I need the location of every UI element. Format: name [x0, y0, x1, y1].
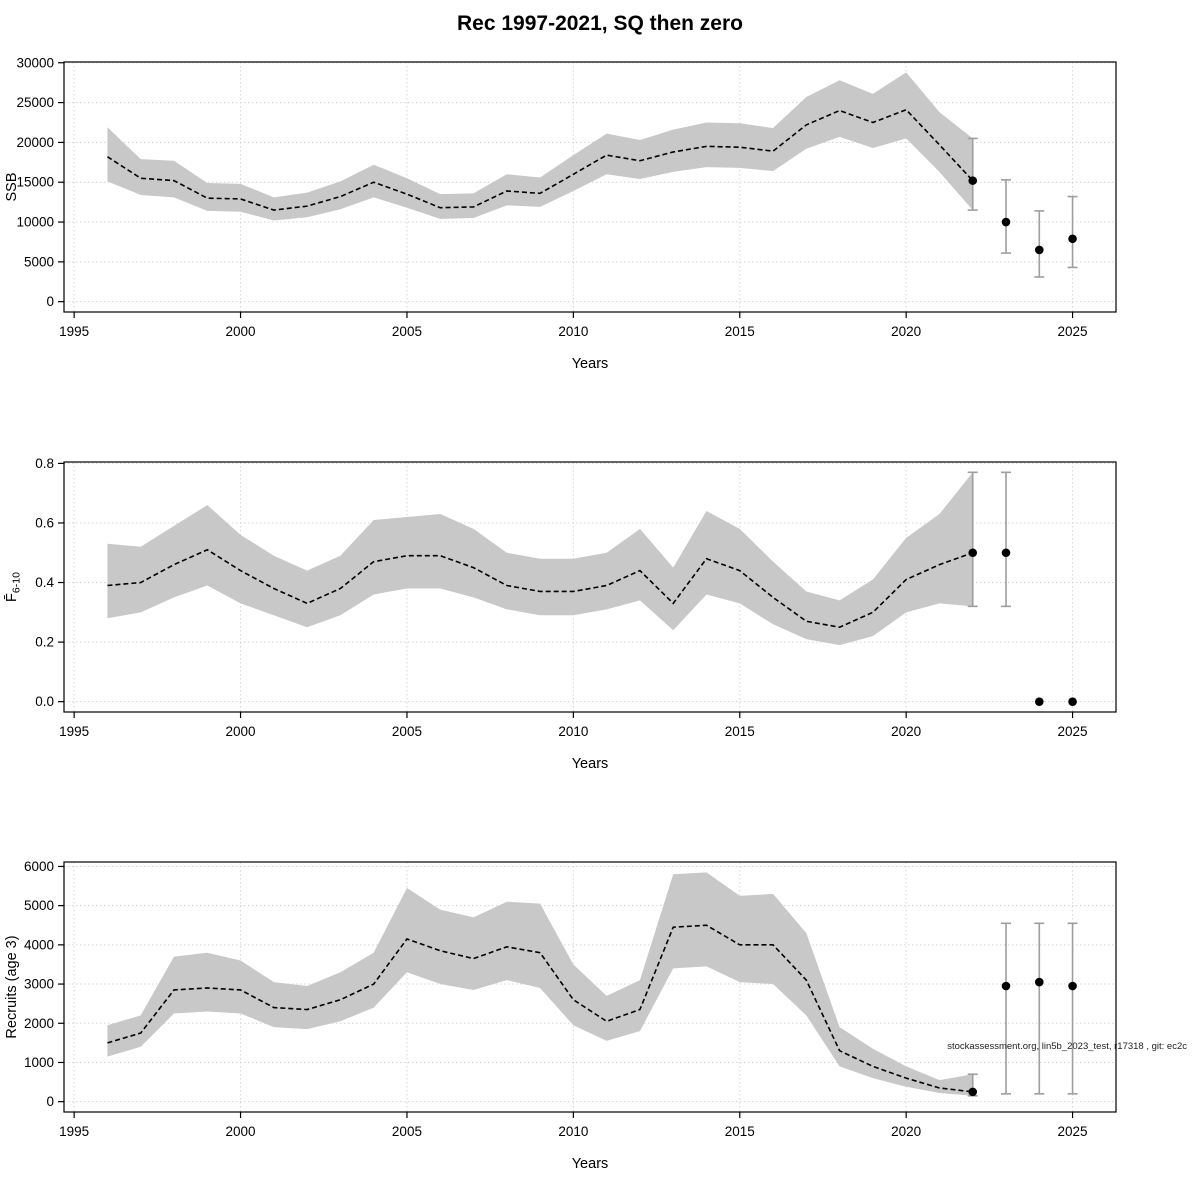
- svg-text:1995: 1995: [59, 324, 89, 339]
- svg-text:Years: Years: [572, 756, 609, 772]
- svg-text:0.8: 0.8: [35, 456, 54, 471]
- svg-text:30000: 30000: [16, 55, 54, 70]
- svg-text:1995: 1995: [59, 724, 89, 739]
- svg-text:0.4: 0.4: [35, 575, 54, 590]
- svg-text:Years: Years: [572, 1156, 609, 1172]
- svg-text:2010: 2010: [558, 324, 588, 339]
- svg-text:1995: 1995: [59, 1124, 89, 1139]
- svg-text:2000: 2000: [24, 1016, 54, 1031]
- svg-text:0.6: 0.6: [35, 515, 54, 530]
- recruits-panel: 1995 2000 2005 2010 2015 2020 2025 0 1000 2000 300…: [4, 859, 1117, 1172]
- svg-text:4000: 4000: [24, 937, 54, 952]
- svg-text:Years: Years: [572, 356, 609, 372]
- svg-text:2000: 2000: [226, 1124, 256, 1139]
- svg-text:0: 0: [46, 294, 54, 309]
- svg-text:6000: 6000: [24, 859, 54, 874]
- svg-text:2025: 2025: [1058, 324, 1088, 339]
- svg-text:5000: 5000: [24, 898, 54, 913]
- ssb-panel: 1995 2000 2005 2010 2015 2020 2025 0 5000 10000 15…: [4, 55, 1117, 372]
- svg-text:2025: 2025: [1058, 724, 1088, 739]
- watermark-text: stockassessment.org, lin5b_2023_test, r1…: [947, 1041, 1187, 1052]
- svg-text:0.2: 0.2: [35, 635, 54, 650]
- svg-text:2020: 2020: [891, 1124, 921, 1139]
- svg-text:F̄6-10: F̄6-10: [4, 572, 23, 602]
- svg-text:2010: 2010: [558, 1124, 588, 1139]
- fbar-panel: 1995 2000 2005 2010 2015 2020 2025 0.0 0.2 0.4 0.6…: [4, 456, 1117, 772]
- svg-text:20000: 20000: [16, 135, 54, 150]
- svg-text:2005: 2005: [392, 1124, 422, 1139]
- svg-text:2015: 2015: [725, 324, 755, 339]
- svg-text:2015: 2015: [725, 1124, 755, 1139]
- svg-text:2005: 2005: [392, 724, 422, 739]
- svg-text:2020: 2020: [891, 324, 921, 339]
- svg-text:0.0: 0.0: [35, 694, 54, 709]
- svg-text:3000: 3000: [24, 977, 54, 992]
- figure-title: Rec 1997-2021, SQ then zero: [457, 12, 743, 35]
- svg-text:2025: 2025: [1058, 1124, 1088, 1139]
- svg-text:Recruits (age 3): Recruits (age 3): [4, 935, 20, 1038]
- svg-text:25000: 25000: [16, 95, 54, 110]
- svg-text:2000: 2000: [226, 324, 256, 339]
- svg-text:2010: 2010: [558, 724, 588, 739]
- svg-text:2005: 2005: [392, 324, 422, 339]
- svg-text:2000: 2000: [226, 724, 256, 739]
- svg-text:1000: 1000: [24, 1055, 54, 1070]
- svg-text:0: 0: [46, 1094, 54, 1109]
- svg-text:5000: 5000: [24, 254, 54, 269]
- svg-text:SSB: SSB: [4, 172, 20, 201]
- svg-text:2020: 2020: [891, 724, 921, 739]
- svg-text:2015: 2015: [725, 724, 755, 739]
- svg-text:10000: 10000: [16, 215, 54, 230]
- svg-text:15000: 15000: [16, 175, 54, 190]
